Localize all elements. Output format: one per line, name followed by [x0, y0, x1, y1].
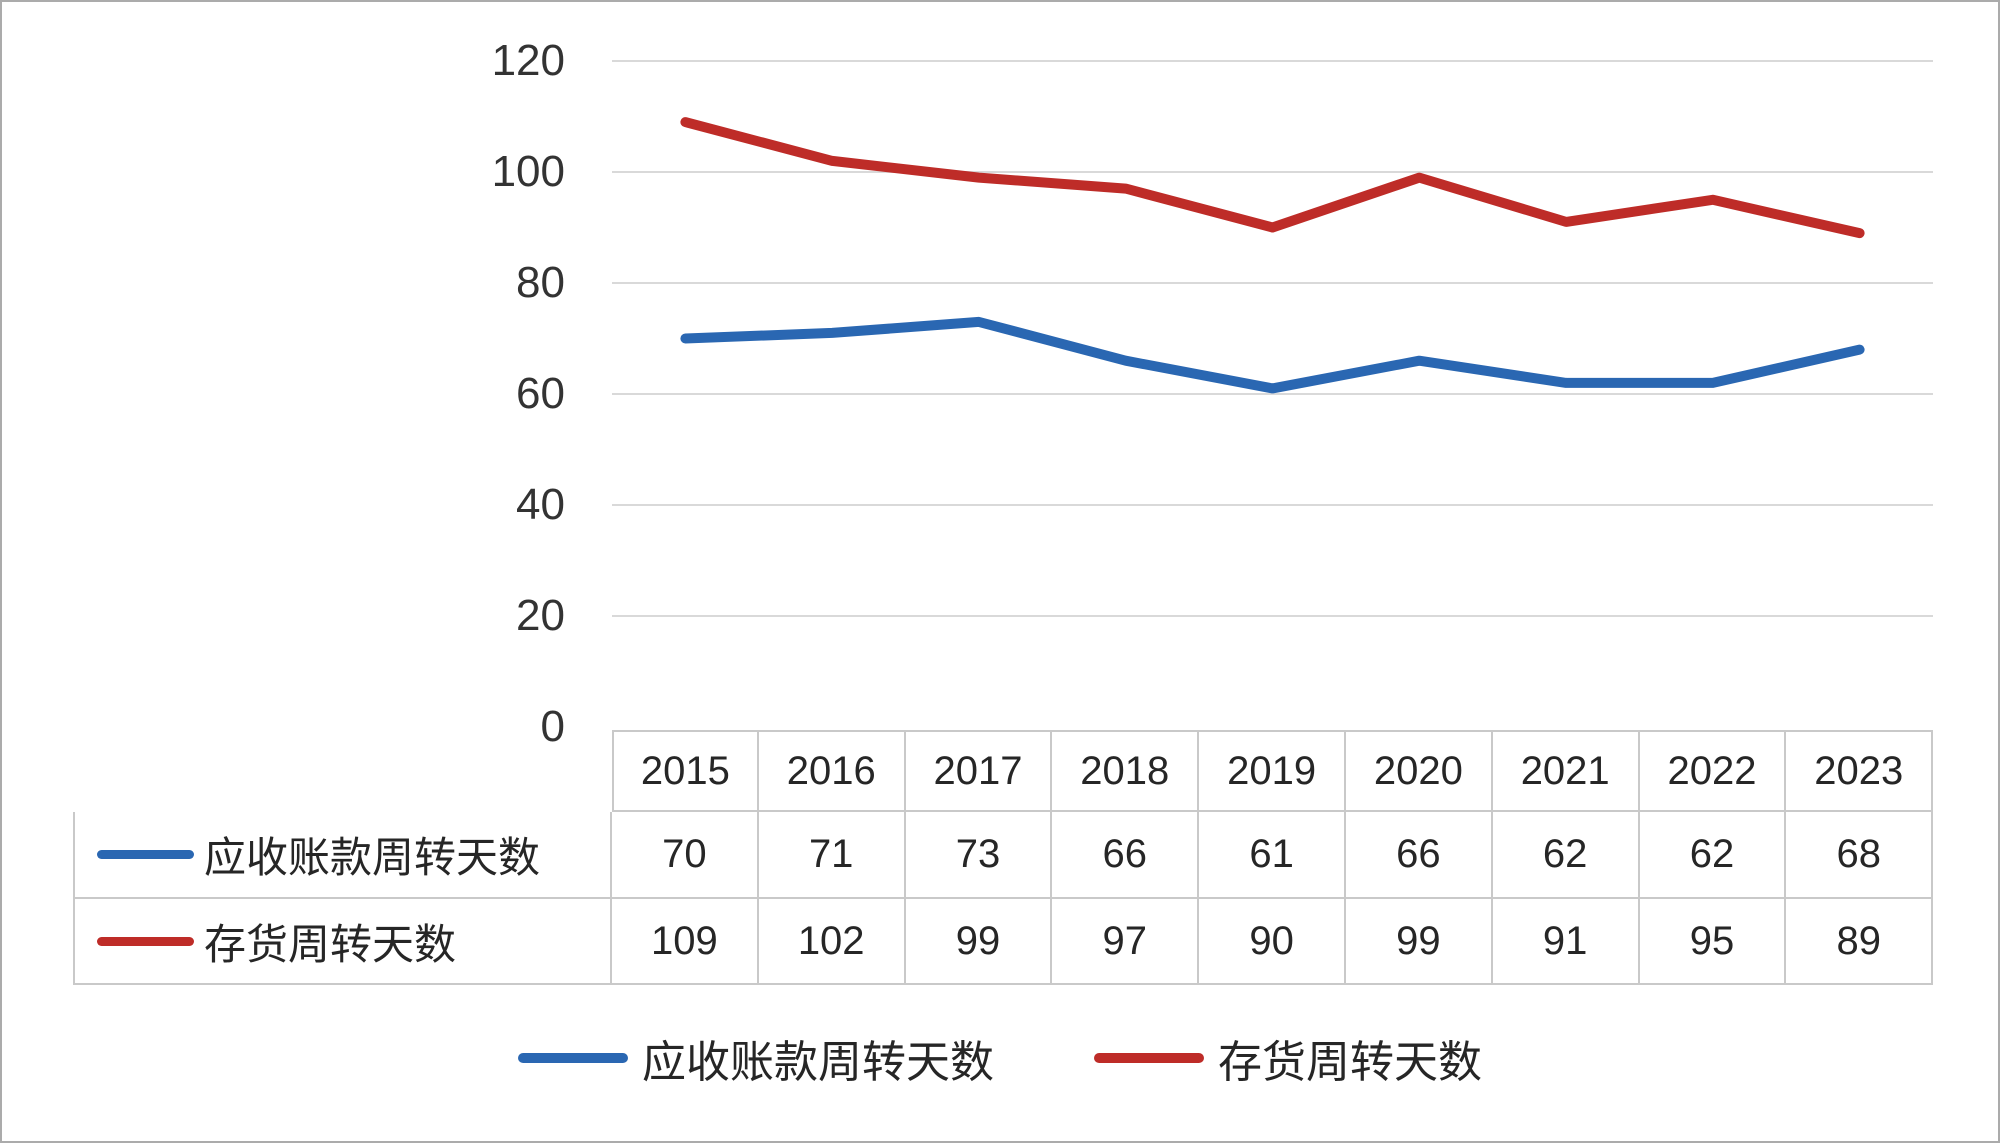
data-table: 2015 2016 2017 2018 2019 2020 2021 2022 2023 应收账款…: [73, 730, 1934, 985]
year-header-cell: 2015: [612, 730, 759, 812]
value-cell: 71: [758, 812, 906, 899]
value-cell: 109: [612, 899, 759, 985]
receivable-days-line: [680, 316, 1865, 394]
legend-item-inventory-days: 存货周转天数: [1094, 1026, 1482, 1090]
series-label: 存货周转天数: [204, 920, 457, 968]
series-marker-line: [97, 850, 194, 859]
value-cell: 62: [1639, 812, 1787, 899]
legend-marker-line-red: [1094, 1053, 1204, 1063]
value-cell: 70: [612, 812, 759, 899]
year-header-cell: 2018: [1052, 730, 1200, 812]
series-marker-line: [97, 936, 194, 946]
year-header-cell: 2021: [1492, 730, 1640, 812]
value-cell: 99: [905, 899, 1053, 985]
legend: 应收账款周转天数 存货周转天数: [0, 1028, 2000, 1088]
value-cell: 66: [1345, 812, 1493, 899]
value-cell: 95: [1639, 899, 1787, 985]
table-corner-cell: [73, 730, 612, 812]
value-cell: 68: [1786, 812, 1934, 899]
year-header-cell: 2019: [1199, 730, 1346, 812]
year-header-cell: 2023: [1786, 730, 1934, 812]
legend-label: 应收账款周转天数: [642, 1038, 994, 1087]
year-header-cell: 2016: [758, 730, 906, 812]
inventory-days-line: [680, 117, 1865, 239]
series-label: 应收账款周转天数: [204, 834, 541, 881]
value-cell: 97: [1052, 899, 1200, 985]
year-header-cell: 2022: [1639, 730, 1787, 812]
series-label-cell: 应收账款周转天数: [73, 812, 612, 899]
value-cell: 62: [1492, 812, 1640, 899]
series-label-cell: 存货周转天数: [73, 899, 612, 985]
value-cell: 99: [1345, 899, 1493, 985]
value-cell: 102: [758, 899, 906, 985]
year-header-cell: 2020: [1345, 730, 1493, 812]
legend-label: 存货周转天数: [1218, 1038, 1482, 1087]
value-cell: 89: [1786, 899, 1934, 985]
value-cell: 73: [905, 812, 1053, 899]
value-cell: 66: [1052, 812, 1200, 899]
legend-item-receivable-days: 应收账款周转天数: [518, 1026, 994, 1090]
value-cell: 90: [1199, 899, 1346, 985]
value-cell: 61: [1199, 812, 1346, 899]
legend-marker-line-blue: [518, 1053, 628, 1063]
value-cell: 91: [1492, 899, 1640, 985]
year-header-cell: 2017: [905, 730, 1053, 812]
